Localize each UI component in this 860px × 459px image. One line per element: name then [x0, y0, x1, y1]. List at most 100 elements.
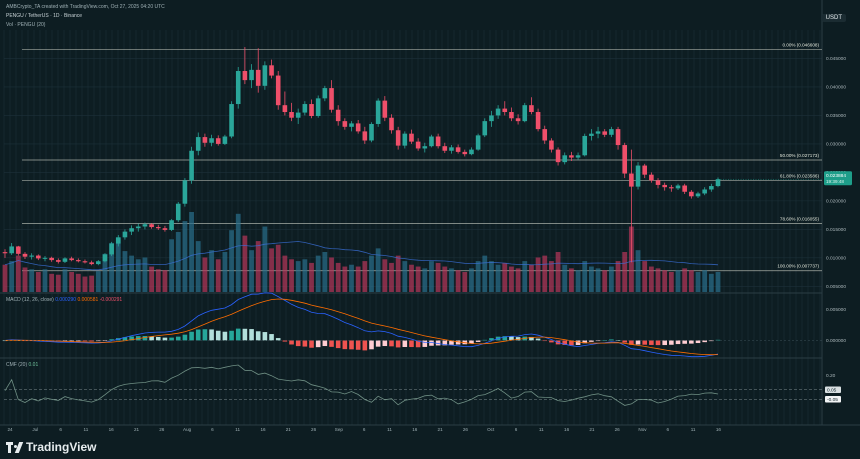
fib-level-label: 100.00% (0.007737) — [777, 264, 819, 269]
time-tick-label: 6 — [515, 427, 518, 432]
macd-histogram-bar — [455, 340, 461, 345]
tradingview-logo[interactable]: TradingView — [6, 440, 96, 454]
macd-histogram-bar — [315, 340, 321, 348]
price-tick-label: 0.030000 — [826, 142, 846, 148]
candle-body — [475, 135, 481, 150]
time-tick-label: Sep — [335, 427, 344, 432]
macd-histogram-bar — [415, 340, 421, 348]
macd-histogram-bar — [502, 336, 508, 341]
candle-body — [309, 104, 314, 117]
cmf-label[interactable]: CMF (20) 0.01 — [6, 362, 38, 368]
macd-histogram-bar — [689, 340, 694, 344]
cmf-value: 0.01 — [28, 362, 39, 368]
volume-line[interactable]: Vol · PENGU (20) — [6, 22, 46, 28]
volume-bar — [469, 268, 474, 292]
macd-histogram-bar — [642, 340, 648, 345]
candle-body — [615, 129, 621, 146]
macd-histogram-bar — [355, 340, 361, 350]
volume-bar — [269, 248, 274, 292]
candle-body — [56, 260, 61, 262]
macd-histogram-bar — [702, 340, 707, 343]
macd-histogram-bar — [569, 340, 574, 346]
macd-histogram-bar — [215, 330, 221, 341]
volume-bar — [315, 255, 321, 292]
macd-histogram-bar — [75, 340, 81, 342]
candle-body — [155, 227, 161, 229]
volume-ma-line — [4, 241, 719, 271]
macd-histogram-bar — [329, 340, 334, 347]
time-tick-label: 21 — [438, 427, 444, 432]
volume-bar — [409, 264, 414, 292]
volume-bar — [675, 270, 681, 292]
macd-histogram-bar — [269, 334, 274, 341]
macd-histogram-bar — [549, 340, 554, 343]
macd-histogram-bar — [649, 340, 654, 345]
candle-body — [102, 254, 108, 262]
candle-body — [275, 75, 281, 106]
macd-histogram-bar — [255, 331, 261, 341]
candle-body — [122, 231, 128, 238]
macd-label[interactable]: MACD (12, 26, close) 0.000290 0.000581 -… — [6, 297, 122, 303]
candle-body — [715, 179, 721, 187]
candle-body — [22, 253, 28, 257]
candle-body — [675, 185, 681, 189]
macd-histogram-bar — [229, 330, 234, 341]
volume-bar — [529, 264, 534, 292]
macd-histogram-bar — [362, 340, 368, 351]
time-tick-label: 26 — [159, 427, 165, 432]
candle-body — [182, 180, 188, 204]
candle-body — [282, 105, 288, 113]
candle-body — [389, 117, 394, 131]
candle-body — [209, 138, 214, 143]
macd-histogram-bar — [615, 340, 621, 341]
macd-histogram-bar — [335, 340, 341, 349]
candle-body — [222, 136, 228, 144]
time-tick-label: 26 — [311, 427, 317, 432]
volume-bar — [622, 252, 628, 292]
price-tick-label: 0.040000 — [826, 85, 846, 91]
price-tick-label: 0.005000 — [826, 284, 846, 290]
candle-body — [189, 150, 194, 181]
volume-bar — [702, 270, 708, 292]
volume-bar — [122, 251, 128, 292]
macd-histogram-bar — [169, 337, 174, 341]
volume-bar — [115, 237, 121, 292]
time-tick-label: 26 — [615, 427, 621, 432]
macd-histogram-bar — [482, 339, 488, 341]
macd-histogram-bar — [375, 340, 381, 347]
volume-bar — [2, 264, 8, 292]
price-axis: 0.0450000.0400000.0350000.0300000.025000… — [718, 56, 852, 403]
candle-body — [362, 131, 368, 141]
volume-bar — [662, 270, 668, 292]
candle-body — [142, 224, 148, 227]
volume-bar — [475, 261, 481, 292]
macd-histogram-bar — [709, 340, 714, 342]
candle-body — [542, 129, 548, 141]
candle-body — [2, 252, 8, 254]
volume-bar — [502, 262, 508, 292]
macd-histogram-bar — [275, 338, 281, 341]
time-tick-label: 16 — [260, 427, 266, 432]
macd-histogram-bar — [582, 340, 588, 344]
macd-histogram-bar — [675, 340, 681, 345]
macd-histogram-bar — [535, 338, 541, 341]
candle-body — [709, 186, 714, 190]
quote-currency-badge[interactable]: USDT — [821, 14, 846, 22]
volume-bar — [595, 268, 601, 292]
symbol-line[interactable]: PENGU / TetherUS · 1D · Binance — [6, 13, 83, 19]
time-tick-label: Jul — [32, 427, 38, 432]
time-tick-label: 11 — [539, 427, 544, 432]
candle-body — [422, 146, 428, 149]
volume-bar — [302, 259, 308, 292]
candle-body — [529, 105, 534, 113]
volume-bar — [75, 273, 81, 292]
volume-bar — [149, 266, 154, 292]
time-tick-label: 24 — [7, 427, 13, 432]
macd-histogram-bar — [295, 340, 301, 347]
volume-bar — [515, 268, 521, 292]
macd-histogram-bar — [609, 339, 614, 341]
candle-body — [16, 246, 21, 254]
macd-histogram-bar — [382, 340, 388, 347]
volume-bar — [575, 270, 581, 292]
